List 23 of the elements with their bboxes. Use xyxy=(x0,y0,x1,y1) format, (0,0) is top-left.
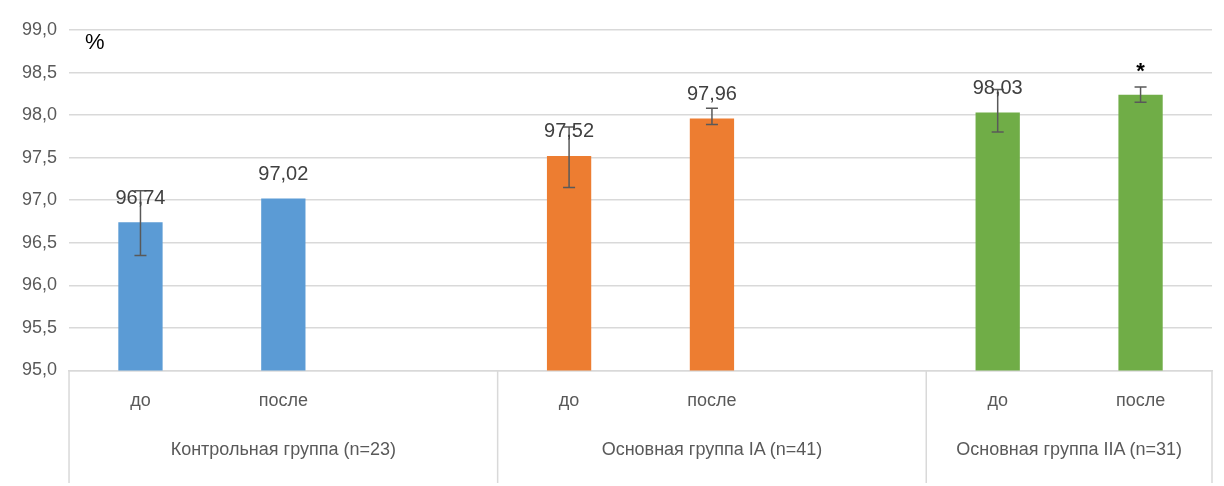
annotation: * xyxy=(1136,58,1146,84)
y-tick-label: 97,5 xyxy=(21,146,58,167)
x-tick-label: после xyxy=(258,390,308,411)
text: Контрольная группа (n=23) xyxy=(170,439,396,460)
y-tick-label: 99,0 xyxy=(21,18,58,39)
y-tick-label: 95,0 xyxy=(21,359,58,380)
y-tick-label: 98,0 xyxy=(21,104,58,125)
data-label: 98,03 xyxy=(972,76,1023,99)
y-tick-label: 95,5 xyxy=(21,316,58,337)
x-tick-label: после xyxy=(687,390,737,411)
y-axis-title: % xyxy=(85,29,105,55)
text: Основная группа IIA (n=31) xyxy=(956,439,1182,460)
x-tick-label: до xyxy=(130,390,151,411)
x-tick-label: до xyxy=(558,390,580,411)
y-tick-label: 97,0 xyxy=(21,189,58,210)
y-tick-label: 98,5 xyxy=(21,61,58,82)
x-tick-label: после xyxy=(1115,390,1166,411)
x-tick-label: до xyxy=(987,390,1008,411)
y-tick-label: 96,0 xyxy=(21,274,58,295)
data-label: 97,02 xyxy=(258,162,309,185)
text: Основная группа IA (n=41) xyxy=(601,439,823,460)
y-tick-label: 96,5 xyxy=(21,231,58,252)
data-label: 97,96 xyxy=(686,82,737,105)
